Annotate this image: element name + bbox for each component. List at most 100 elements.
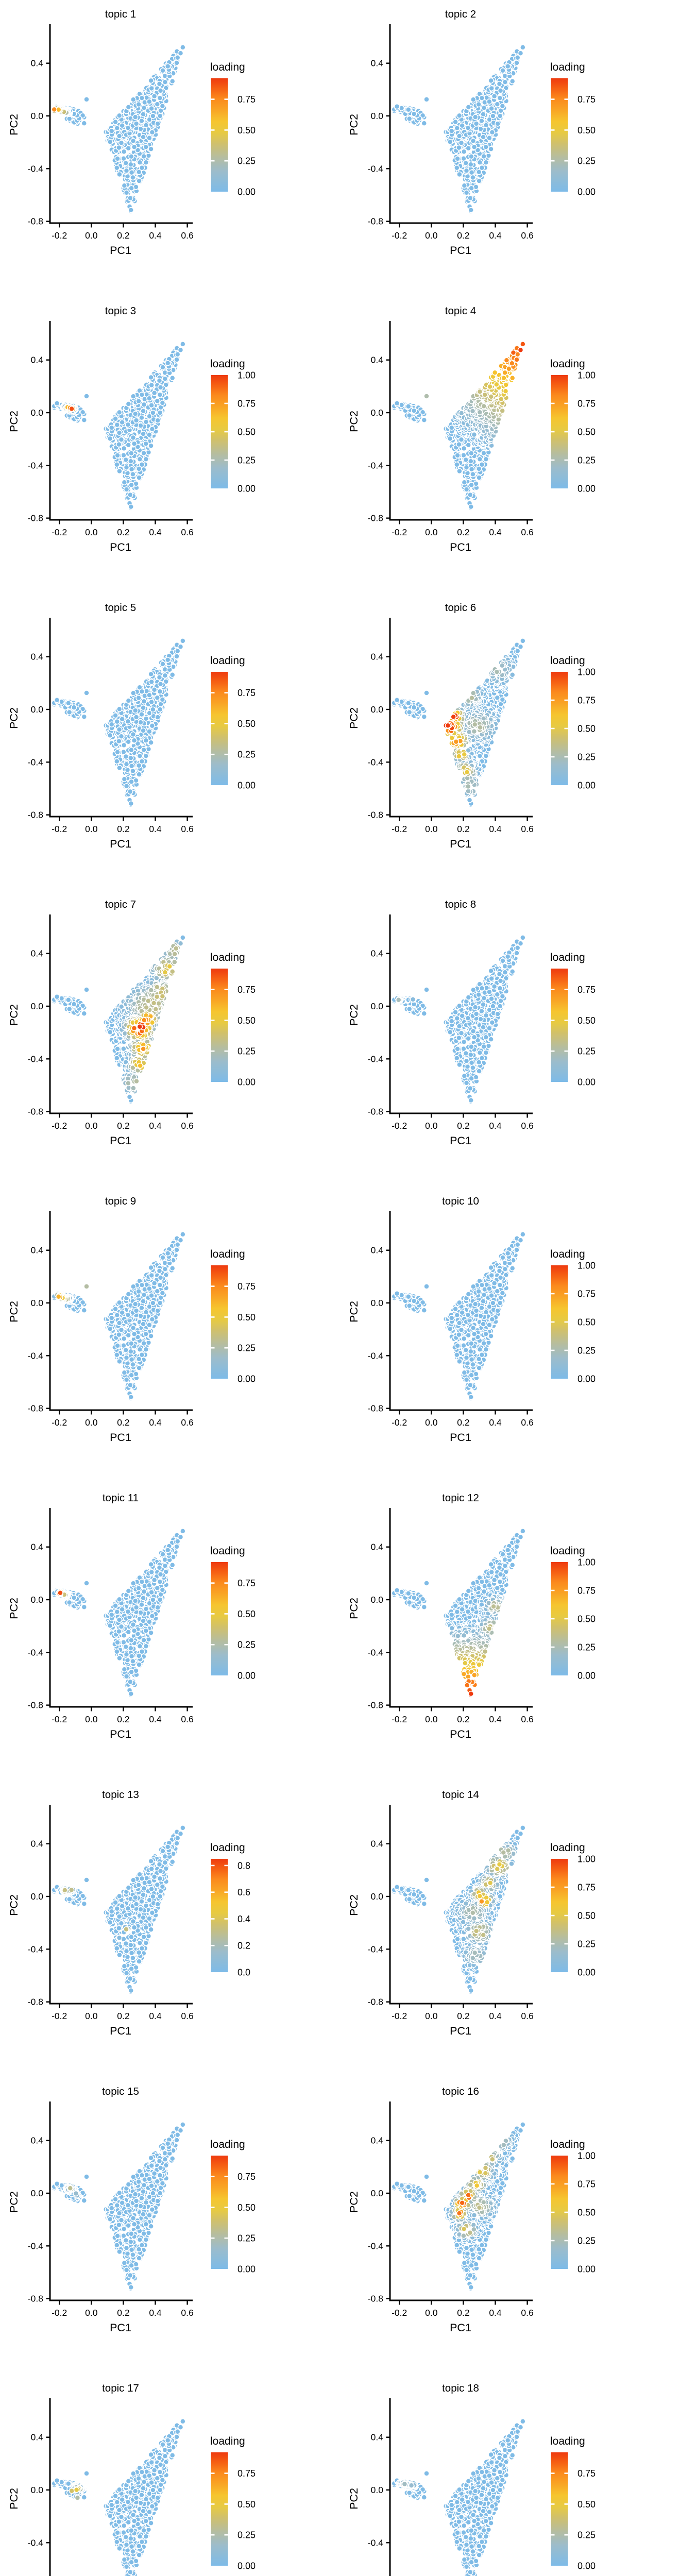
y-tick-label: -0.8 [368, 810, 383, 820]
panel-cell-topic-14: topic 14 PC2 PC1 -0.2 0.0 0.2 0.4 0.6 0.4 0.0 -0.4… [340, 1781, 680, 2077]
colorbar-legend: loading 0.75 0.50 0.25 0.00 [210, 2139, 256, 2275]
x-tick-label: 0.2 [117, 824, 129, 834]
y-tick-label: -0.4 [28, 2537, 43, 2548]
x-axis-label: PC1 [450, 2321, 471, 2334]
y-tick-label: -0.8 [28, 513, 43, 523]
legend-tick-label: 1.00 [577, 667, 596, 677]
y-tick-label: 0.4 [31, 652, 44, 662]
x-tick-label: -0.2 [392, 527, 407, 537]
colorbar-legend: loading 0.75 0.50 0.25 0.00 [210, 61, 256, 197]
legend-tick-label: 0.75 [577, 1883, 596, 1893]
colorbar [211, 969, 228, 1082]
panel-cell-topic-3: topic 3 PC2 PC1 -0.2 0.0 0.2 0.4 0.6 0.4 0.0 -0.4-… [0, 297, 340, 594]
y-axis-label: PC2 [8, 2191, 20, 2213]
x-tick-label: 0.4 [489, 1121, 502, 1131]
legend-tick-label: 0.75 [577, 2468, 596, 2479]
panel-cell-topic-12: topic 12 PC2 PC1 -0.2 0.0 0.2 0.4 0.6 0.4 0.0 -0.4… [340, 1484, 680, 1781]
panel-title: topic 1 [105, 8, 136, 20]
y-tick-label: 0.4 [31, 1245, 44, 1256]
legend-tick-label: 0.25 [577, 1642, 596, 1653]
y-tick-label: -0.8 [368, 513, 383, 523]
legend-tick-label: 1.00 [577, 1557, 596, 1568]
axes: -0.20.00.20.40.60.40.0-0.4-0.8 [368, 2398, 391, 2576]
x-axis-label: PC1 [450, 2025, 471, 2037]
legend-tick-label: 0.25 [237, 2530, 256, 2540]
x-tick-label: -0.2 [392, 2308, 407, 2318]
legend-tick-label: 0.50 [237, 2202, 256, 2213]
y-axis-label: PC2 [348, 2191, 360, 2213]
legend-title: loading [210, 1842, 245, 1854]
legend-tick-label: 0.75 [237, 2172, 256, 2182]
legend-tick-label: 0.0 [237, 1968, 250, 1978]
x-tick-label: 0.4 [149, 1714, 162, 1724]
scatter-points [391, 1528, 526, 1698]
pca-panel-topic-16: topic 16 PC2 PC1 -0.2 0.0 0.2 0.4 0.6 0.4 0.0 -0.4… [348, 2086, 596, 2334]
scatter-points [391, 2418, 526, 2576]
legend-tick-label: 1.00 [577, 1261, 596, 1271]
legend-tick-label: 0.8 [237, 1860, 250, 1871]
x-tick-label: 0.4 [489, 230, 502, 241]
y-tick-label: -0.4 [28, 757, 43, 767]
y-tick-label: -0.8 [28, 810, 43, 820]
legend-tick-label: 0.25 [577, 2530, 596, 2540]
legend-tick-label: 0.00 [577, 2561, 596, 2571]
y-tick-label: 0.4 [31, 1839, 44, 1849]
y-tick-label: 0.0 [371, 2188, 384, 2198]
panel-title: topic 16 [442, 2086, 479, 2097]
x-tick-label: 0.6 [521, 2308, 533, 2318]
x-tick-label: 0.0 [425, 824, 438, 834]
legend-tick-label: 0.25 [577, 1939, 596, 1950]
colorbar-legend: loading 0.8 0.6 0.4 0.2 0.0 [210, 1842, 250, 1978]
x-tick-label: -0.2 [52, 230, 67, 241]
panel-title: topic 6 [445, 602, 476, 614]
panel-title: topic 2 [445, 8, 476, 20]
x-tick-label: -0.2 [392, 2011, 407, 2021]
x-tick-label: 0.0 [85, 1714, 98, 1724]
legend-title: loading [210, 952, 245, 963]
x-axis-label: PC1 [110, 1134, 131, 1147]
y-tick-label: 0.0 [31, 704, 44, 715]
legend-tick-label: 0.25 [237, 1046, 256, 1057]
x-tick-label: 0.2 [117, 2308, 129, 2318]
x-tick-label: -0.2 [392, 824, 407, 834]
y-tick-label: 0.0 [31, 1595, 44, 1605]
legend-tick-label: 0.75 [577, 94, 596, 105]
y-tick-label: -0.4 [368, 1054, 383, 1064]
x-tick-label: 0.4 [489, 2011, 502, 2021]
colorbar-legend: loading 0.75 0.50 0.25 0.00 [210, 1545, 256, 1681]
panel-title: topic 13 [102, 1789, 139, 1801]
colorbar [211, 2452, 228, 2566]
x-tick-label: 0.2 [117, 1714, 129, 1724]
legend-tick-label: 0.50 [577, 1911, 596, 1921]
scatter-points [391, 44, 526, 214]
panel-cell-topic-18: topic 18PC2PC1-0.20.00.20.40.60.40.0-0.4… [340, 2374, 680, 2576]
legend-title: loading [210, 1248, 245, 1260]
x-axis-label: PC1 [110, 244, 131, 257]
y-tick-label: -0.4 [28, 1944, 43, 1954]
panel-title: topic 15 [102, 2086, 139, 2097]
legend-tick-label: 0.00 [577, 1968, 596, 1978]
scatter-points [391, 935, 526, 1105]
y-tick-label: 0.0 [371, 1298, 384, 1308]
x-tick-label: 0.4 [149, 824, 162, 834]
panel-title: topic 11 [103, 1492, 139, 1504]
colorbar [211, 78, 228, 192]
y-tick-label: 0.0 [31, 408, 44, 418]
legend-tick-label: 0.50 [577, 2499, 596, 2510]
legend-tick-label: 0.00 [237, 484, 256, 494]
x-tick-label: -0.2 [52, 1714, 67, 1724]
y-tick-label: -0.4 [368, 460, 383, 470]
y-tick-label: 0.4 [31, 58, 44, 69]
